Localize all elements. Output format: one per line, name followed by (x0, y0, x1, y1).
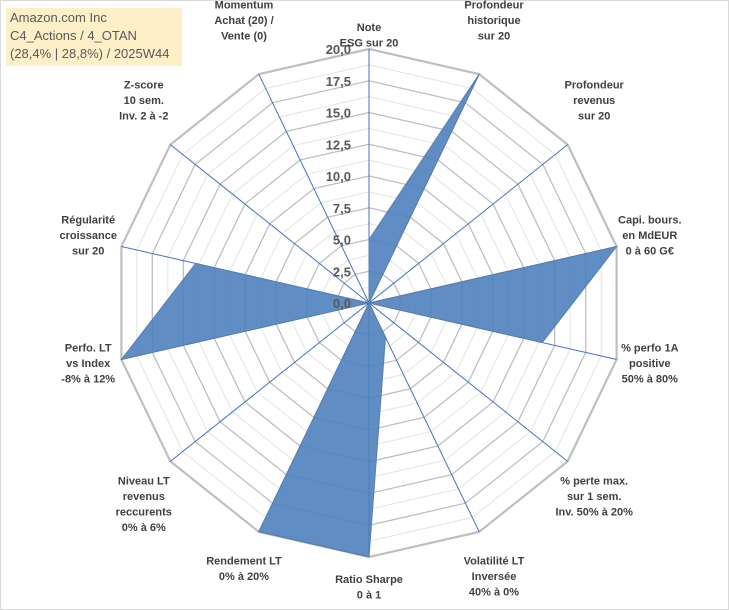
tick-label: 12,5 (326, 137, 351, 152)
axis-label-line: en MdEUR (622, 230, 677, 242)
axis-label-line: % perfo 1A (621, 343, 679, 355)
axis-label-line: positive (629, 358, 671, 370)
tick-label: 10,0 (326, 169, 351, 184)
axis-label-line: Rendement LT (206, 556, 282, 568)
spoke-5 (368, 302, 568, 462)
spoke-2 (368, 144, 568, 304)
spoke-12 (170, 144, 370, 304)
axis-label-line: Ratio Sharpe (335, 574, 403, 586)
spoke-13 (258, 73, 370, 304)
axis-label-9: Niveau LT revenus reccurents 0% à 6% (116, 476, 172, 534)
series-area-0 (120, 73, 618, 558)
axis-label-6: Volatilité LT Inversée 40% à 0% (464, 556, 525, 599)
axis-label-line: sur 1 sem. (567, 491, 621, 503)
axis-label-line: -8% à 12% (61, 374, 115, 386)
axis-label-line: Inv. 50% à 20% (555, 507, 633, 519)
axis-label-line: ESG sur 20 (340, 38, 399, 50)
tick-label: 0,0 (333, 296, 351, 311)
axis-label-line: Régularité (61, 214, 115, 226)
axis-label-line: Niveau LT (118, 476, 170, 488)
tick-label: 7,5 (333, 201, 351, 216)
axis-label-line: croissance (59, 230, 116, 242)
axis-label-line: sur 20 (578, 110, 610, 122)
axis-label-5: % perte max. sur 1 sem. Inv. 50% à 20% (555, 476, 633, 519)
axis-label-line: sur 20 (72, 245, 104, 257)
axis-label-4: % perfo 1A positive 50% à 80% (621, 343, 679, 386)
axis-label-11: Régularité croissance sur 20 (59, 214, 116, 257)
axis-label-line: Capi. bours. (618, 214, 682, 226)
spoke-9 (170, 302, 370, 462)
tick-label: 15,0 (326, 106, 351, 121)
radar-tick-labels: 0,0 2,5 5,0 7,5 10,0 12,5 15,0 17,5 20,0 (326, 42, 351, 311)
spoke-6 (368, 302, 480, 533)
axis-label-line: 0% à 6% (122, 522, 166, 534)
axis-label-line: revenus (123, 491, 165, 503)
tick-label: 5,0 (333, 233, 351, 248)
axis-label-line: historique (467, 15, 520, 27)
axis-label-line: 0 à 1 (357, 590, 381, 602)
axis-label-line: % perte max. (560, 476, 628, 488)
radar-axis-labels: Note ESG sur 20 Profondeur historique sur 20… (59, 0, 681, 602)
axis-label-line: Volatilité LT (464, 556, 525, 568)
axis-label-line: Inv. 2 à -2 (119, 110, 168, 122)
axis-label-line: Perfo. LT (65, 343, 112, 355)
axis-label-line: Inversée (472, 571, 517, 583)
axis-label-13: Momentum Achat (20) / Vente (0) (214, 0, 273, 43)
axis-label-line: 0% à 20% (219, 571, 269, 583)
axis-label-line: Vente (0) (221, 31, 267, 43)
tick-label: 20,0 (326, 42, 351, 57)
axis-label-line: 50% à 80% (622, 374, 678, 386)
axis-label-line: reccurents (116, 507, 172, 519)
tick-label: 17,5 (326, 74, 351, 89)
axis-label-8: Rendement LT 0% à 20% (206, 556, 282, 584)
axis-label-line: sur 20 (478, 31, 510, 43)
chart-title-box: Amazon.com Inc C4_Actions / 4_OTAN (28,4… (6, 8, 182, 66)
axis-label-1: Profondeur historique sur 20 (464, 0, 524, 43)
tick-label: 2,5 (333, 264, 351, 279)
axis-label-0: Note ESG sur 20 (340, 22, 399, 50)
axis-label-line: 10 sem. (124, 95, 164, 107)
chart-scores: (28,4% | 28,8%) / 2025W44 (10, 46, 170, 61)
axis-label-2: Profondeur revenus sur 20 (565, 79, 625, 122)
axis-label-line: 0 à 60 G€ (626, 245, 674, 257)
axis-label-12: Z-score 10 sem. Inv. 2 à -2 (119, 79, 168, 122)
axis-label-line: 40% à 0% (469, 587, 519, 599)
radar-series (120, 73, 618, 558)
axis-label-line: revenus (573, 95, 615, 107)
axis-label-3: Capi. bours. en MdEUR 0 à 60 G€ (618, 214, 682, 257)
axis-label-line: Profondeur (565, 79, 625, 91)
axis-label-line: vs Index (66, 358, 111, 370)
axis-label-line: Z-score (124, 79, 164, 91)
axis-label-line: Momentum (215, 0, 274, 12)
axis-label-line: Profondeur (464, 0, 524, 12)
axis-label-line: Achat (20) / (214, 15, 273, 27)
axis-label-7: Ratio Sharpe 0 à 1 (335, 574, 403, 602)
chart-title: Amazon.com Inc (10, 10, 107, 25)
chart-subtitle: C4_Actions / 4_OTAN (10, 28, 137, 43)
axis-label-10: Perfo. LT vs Index -8% à 12% (61, 343, 115, 386)
axis-label-line: Note (357, 22, 381, 34)
